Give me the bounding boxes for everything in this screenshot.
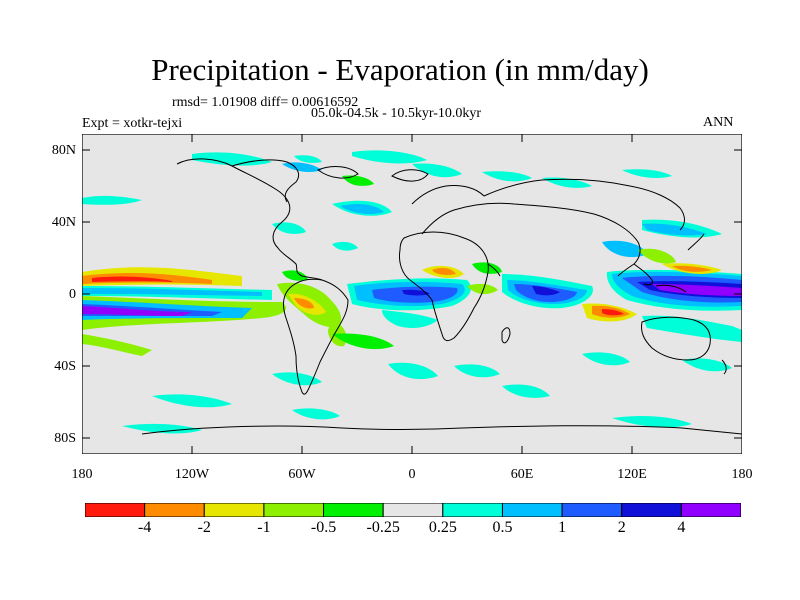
colorbar-swatch <box>561 503 623 517</box>
colorbar-label: -0.5 <box>310 519 337 536</box>
map-title: Precipitation - Evaporation (in mm/day) <box>151 52 649 87</box>
colorbar-swatch <box>203 503 265 517</box>
lat-label-eq: 0 <box>69 287 76 302</box>
colorbar-label: 4 <box>677 519 686 536</box>
period-text: 05.0k-04.5k - 10.5kyr-10.0kyr <box>311 106 482 121</box>
colorbar-swatch <box>382 503 444 517</box>
lon-label-60e: 60E <box>510 467 534 482</box>
colorbar-label: 1 <box>558 519 567 536</box>
colorbar-label: -4 <box>137 519 152 536</box>
stats-text: rmsd= 1.01908 diff= 0.00616592 <box>172 95 359 110</box>
colorbar <box>85 503 741 517</box>
colorbar-swatch <box>621 503 682 517</box>
colorbar-swatch <box>323 503 384 517</box>
colorbar-swatch <box>263 503 325 517</box>
lat-label-40s: 40S <box>54 359 76 374</box>
colorbar-label: -0.25 <box>366 519 400 536</box>
colorbar-swatch <box>144 503 205 517</box>
field-contours <box>82 150 742 434</box>
lon-label-0: 0 <box>408 467 416 482</box>
lon-label-60w: 60W <box>288 467 316 482</box>
colorbar-label: 2 <box>617 519 626 536</box>
colorbar-label: 0.5 <box>492 519 513 536</box>
lon-label-120e: 120E <box>617 467 647 482</box>
colorbar-label: -2 <box>197 519 211 536</box>
map-ticks <box>82 134 742 454</box>
colorbar-label: 0.25 <box>428 519 457 536</box>
colorbar-label: -1 <box>257 519 271 536</box>
lat-label-80s: 80S <box>54 431 76 446</box>
lat-label-40n: 40N <box>51 215 76 230</box>
colorbar-swatch <box>501 503 563 517</box>
lon-label-180w: 180 <box>71 467 93 482</box>
lon-label-180e: 180 <box>731 467 753 482</box>
map-plot <box>82 134 742 454</box>
season-label: ANN <box>703 115 734 130</box>
colorbar-swatch <box>442 503 503 517</box>
experiment-label: Expt = xotkr-tejxi <box>82 116 183 131</box>
lon-label-120w: 120W <box>174 467 210 482</box>
colorbar-swatch <box>85 503 146 517</box>
colorbar-swatch <box>680 503 741 517</box>
coastlines <box>141 158 742 435</box>
lat-label-80n: 80N <box>51 143 76 158</box>
